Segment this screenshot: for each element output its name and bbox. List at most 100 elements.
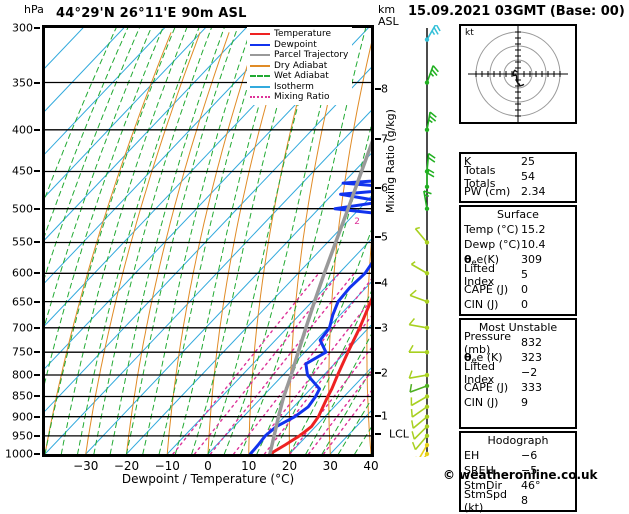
- pressure-tick: [34, 129, 40, 131]
- pressure-tick: [34, 453, 40, 455]
- height-tick-label: 1: [381, 410, 388, 423]
- height-tick-label: 8: [381, 82, 388, 95]
- index-value: 832: [521, 336, 575, 349]
- index-value: 333: [521, 381, 575, 394]
- pressure-tick: [34, 272, 40, 274]
- legend-item-temperature: Temperature: [250, 29, 348, 40]
- index-row: Temp (°C)15.2: [461, 222, 575, 237]
- temperature-tick-label: −30: [73, 459, 98, 473]
- height-tick-label: 5: [381, 230, 388, 243]
- wet-adiabat-line: [127, 28, 238, 454]
- wet-adiabat-line: [143, 28, 252, 454]
- pressure-tick: [34, 327, 40, 329]
- pressure-tick-label: 950: [12, 429, 33, 442]
- index-row: Pressure (mb)832: [461, 335, 575, 350]
- legend-swatch: [250, 86, 270, 88]
- pressure-tick-label: 400: [12, 123, 33, 136]
- index-key: Dewp (°C): [464, 238, 521, 251]
- mixing-ratio-axis-title: Mixing Ratio (g/kg): [384, 109, 397, 213]
- temperature-tick-label: 0: [204, 459, 212, 473]
- pressure-tick: [34, 170, 40, 172]
- index-key: Temp (°C): [464, 223, 521, 236]
- index-value: 8: [521, 494, 575, 507]
- pressure-tick: [34, 351, 40, 353]
- pressure-tick-label: 650: [12, 295, 33, 308]
- index-row: EH−6: [461, 448, 575, 463]
- mixing-ratio-line: [234, 273, 371, 454]
- temperature-tick-label: 20: [282, 459, 297, 473]
- height-tick-label: 3: [381, 322, 388, 335]
- pressure-tick: [34, 208, 40, 210]
- wet-adiabat-line: [94, 28, 211, 454]
- pressure-tick-label: 850: [12, 390, 33, 403]
- legend-item-wet-adiabat: Wet Adiabat: [250, 71, 348, 82]
- legend-swatch: [250, 75, 270, 77]
- mixing-ratio-line: [324, 273, 371, 454]
- wet-adiabat-line: [61, 28, 186, 454]
- pressure-tick: [34, 435, 40, 437]
- index-row: Lifted Index−2: [461, 365, 575, 380]
- index-value: 2.34: [521, 185, 575, 198]
- legend-label: Dewpoint: [274, 40, 317, 51]
- panel-heading: Surface: [461, 207, 575, 222]
- index-row: CIN (J)0: [461, 297, 575, 312]
- legend-label: Isotherm: [274, 82, 314, 93]
- index-key: CIN (J): [464, 396, 521, 409]
- pressure-tick-label: 800: [12, 369, 33, 382]
- dry-adiabat-line: [127, 33, 230, 454]
- hodograph-trace: [513, 70, 524, 86]
- pressure-tick-label: 1000: [5, 448, 33, 461]
- pressure-tick: [34, 27, 40, 29]
- height-tick-label: 4: [381, 277, 388, 290]
- mixing-ratio-value-label: 2: [354, 217, 360, 227]
- isotherm-line: [45, 28, 83, 454]
- pressure-tick-label: 550: [12, 236, 33, 249]
- pressure-tick-label: 750: [12, 346, 33, 359]
- lcl-tick: [375, 433, 381, 435]
- wind-barb-column: [405, 25, 453, 457]
- legend-item-dewpoint: Dewpoint: [250, 40, 348, 51]
- model-run-title: 15.09.2021 03GMT (Base: 00): [408, 4, 625, 19]
- index-value: 10.4: [521, 238, 575, 251]
- legend-item-isotherm: Isotherm: [250, 82, 348, 93]
- index-key: EH: [464, 449, 521, 462]
- pressure-tick: [34, 82, 40, 84]
- pressure-tick-label: 350: [12, 76, 33, 89]
- dry-adiabat-line: [86, 33, 200, 454]
- index-value: 15.2: [521, 223, 575, 236]
- pressure-axis-unit-label: hPa: [24, 3, 44, 16]
- legend-label: Parcel Trajectory: [274, 50, 348, 61]
- pressure-tick: [34, 416, 40, 418]
- legend-swatch: [250, 33, 270, 35]
- height-tick-label: 2: [381, 366, 388, 379]
- pressure-tick-label: 300: [12, 22, 33, 35]
- hodograph-plot: [461, 26, 575, 122]
- index-value: −2: [521, 366, 575, 379]
- pressure-tick-label: 900: [12, 410, 33, 423]
- temperature-tick-label: −10: [155, 459, 180, 473]
- index-row: Dewp (°C)10.4: [461, 237, 575, 252]
- legend-item-mixing-ratio: Mixing Ratio: [250, 92, 348, 103]
- temperature-tick-label: −20: [114, 459, 139, 473]
- wind-barb-plot: [405, 25, 453, 457]
- pressure-tick-label: 700: [12, 321, 33, 334]
- wet-adiabat-line: [78, 28, 199, 454]
- legend-item-dry-adiabat: Dry Adiabat: [250, 61, 348, 72]
- hodograph[interactable]: kt: [459, 24, 577, 124]
- index-value: 0: [521, 298, 575, 311]
- hodograph-unit-label: kt: [465, 28, 474, 38]
- index-key: CIN (J): [464, 298, 521, 311]
- temperature-tick-label: 30: [323, 459, 338, 473]
- index-value: 323: [521, 351, 575, 364]
- pressure-tick-label: 500: [12, 202, 33, 215]
- x-axis-title: Dewpoint / Temperature (°C): [122, 472, 294, 486]
- temperature-tick-label: 40: [363, 459, 378, 473]
- pressure-tick-label: 600: [12, 267, 33, 280]
